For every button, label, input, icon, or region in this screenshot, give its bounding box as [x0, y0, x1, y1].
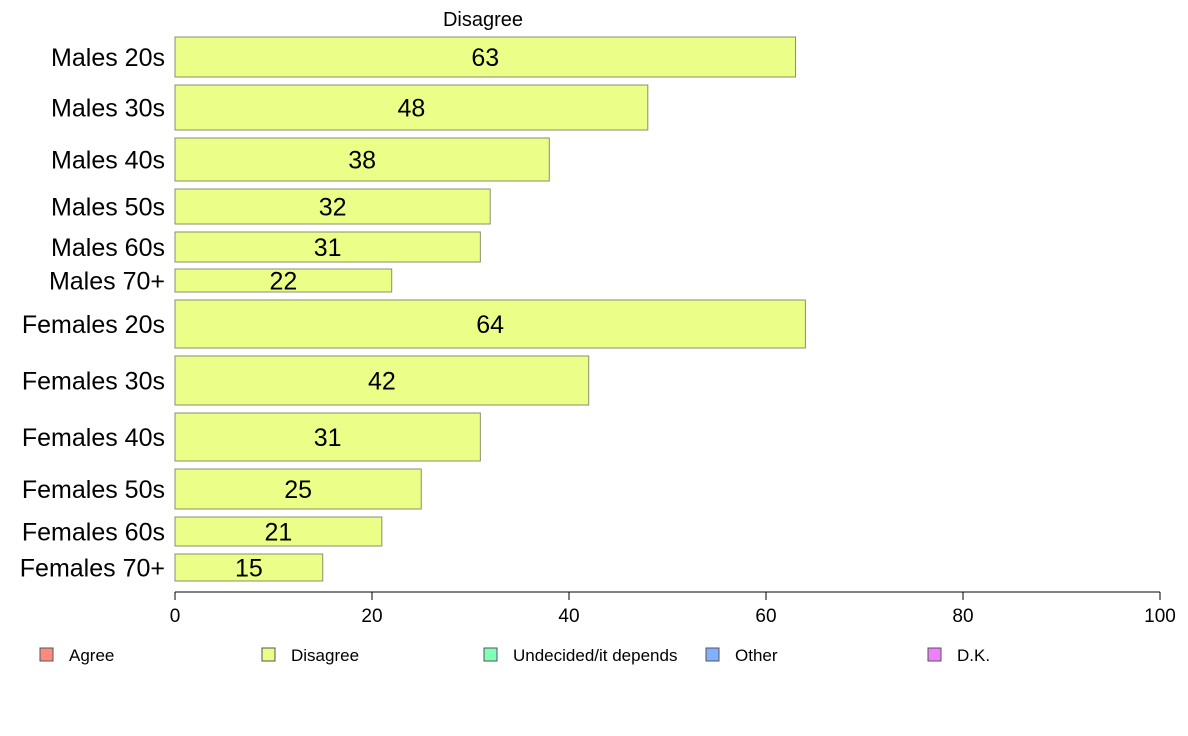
data-label: 31	[314, 424, 342, 452]
legend-label: D.K.	[957, 646, 990, 665]
x-axis: 0 20 40 60 80 100	[170, 591, 1176, 627]
category-label: Females 60s	[22, 519, 165, 547]
legend-label: Undecided/it depends	[513, 646, 677, 665]
category-label: Males 30s	[51, 95, 165, 123]
category-label: Females 30s	[22, 368, 165, 396]
category-label: Females 50s	[22, 476, 165, 504]
bar	[174, 137, 550, 182]
data-label: 22	[269, 268, 297, 296]
x-tick-label: 40	[558, 606, 579, 627]
x-tick-label: 60	[755, 606, 776, 627]
bar	[174, 355, 590, 406]
x-tick-label: 0	[170, 606, 181, 627]
category-label: Males 20s	[51, 44, 165, 72]
data-label: 38	[348, 147, 376, 175]
category-label: Females 70+	[20, 555, 165, 583]
legend: Agree Disagree Undecided/it depends Other D.…	[39, 646, 990, 665]
x-tick-label: 80	[952, 606, 973, 627]
category-label: Males 70+	[49, 268, 165, 296]
x-tick-label: 100	[1144, 606, 1176, 627]
bar	[174, 468, 422, 510]
bar	[174, 231, 481, 263]
x-tick-label: 20	[361, 606, 382, 627]
bar	[174, 412, 481, 462]
legend-swatch	[39, 647, 54, 662]
category-label: Females 20s	[22, 311, 165, 339]
category-label: Males 60s	[51, 234, 165, 262]
data-label: 15	[235, 555, 263, 583]
data-label: 48	[397, 95, 425, 123]
bar	[174, 36, 797, 78]
bar	[174, 84, 649, 131]
data-label: 21	[265, 519, 293, 547]
legend-swatch	[261, 647, 276, 662]
data-label: 32	[319, 194, 347, 222]
bars-group: Males 20s 63 Males 30s 48 Males 40s 38 Males 5…	[20, 36, 806, 583]
data-label: 63	[471, 44, 499, 72]
bar	[174, 516, 383, 547]
category-label: Males 40s	[51, 147, 165, 175]
legend-swatch	[483, 647, 498, 662]
bar	[174, 268, 393, 293]
legend-label: Other	[735, 646, 778, 665]
bar	[174, 299, 806, 349]
category-label: Females 40s	[22, 424, 165, 452]
data-label: 42	[368, 368, 396, 396]
chart-title: Disagree	[443, 9, 523, 31]
legend-swatch	[705, 647, 720, 662]
data-label: 25	[284, 476, 312, 504]
bar	[174, 553, 324, 582]
data-label: 64	[476, 311, 504, 339]
category-label: Males 50s	[51, 194, 165, 222]
data-label: 31	[314, 234, 342, 262]
legend-label: Disagree	[291, 646, 359, 665]
legend-swatch	[927, 647, 942, 662]
legend-label: Agree	[69, 646, 114, 665]
bar	[174, 188, 491, 225]
